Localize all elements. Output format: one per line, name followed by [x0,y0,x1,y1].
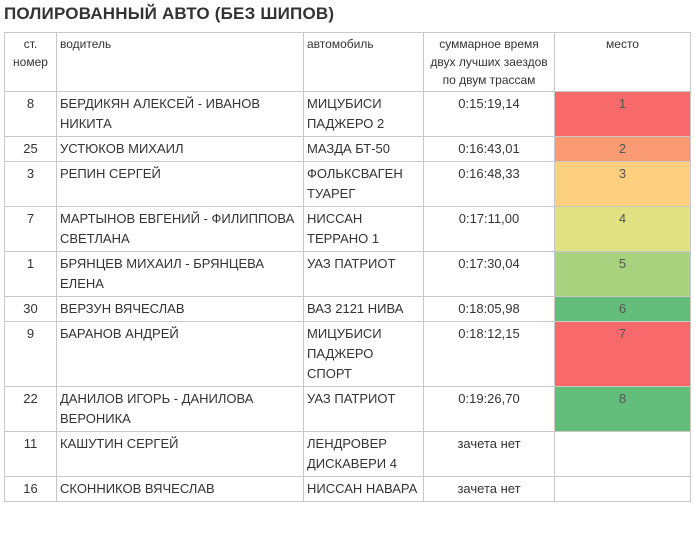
cell-place: 4 [554,206,691,252]
cell-driver: БРЯНЦЕВ МИХАИЛ - БРЯНЦЕВА ЕЛЕНА [56,251,304,297]
cell-driver: МАРТЫНОВ ЕВГЕНИЙ - ФИЛИППОВА СВЕТЛАНА [56,206,304,252]
cell-time: 0:17:11,00 [423,206,555,252]
cell-time: зачета нет [423,476,555,502]
table-header-row: ст. номер водитель автомобиль суммарное … [4,32,691,92]
table-row: 9 БАРАНОВ АНДРЕЙ МИЦУБИСИ ПАДЖЕРО СПОРТ 0:1… [4,321,691,387]
table-row: 7 МАРТЫНОВ ЕВГЕНИЙ - ФИЛИППОВА СВЕТЛАНА НИ… [4,206,691,252]
cell-place [554,431,691,477]
header-time: суммарное время двух лучших заездов по д… [423,32,555,92]
cell-number: 11 [4,431,57,477]
cell-place [554,476,691,502]
cell-time: 0:17:30,04 [423,251,555,297]
header-place: место [554,32,691,92]
table-row: 25 УСТЮКОВ МИХАИЛ МАЗДА БТ-50 0:16:43,01 2 [4,136,691,162]
header-number: ст. номер [4,32,57,92]
cell-driver: РЕПИН СЕРГЕЙ [56,161,304,207]
cell-time: 0:19:26,70 [423,386,555,432]
cell-car: УАЗ ПАТРИОТ [303,386,424,432]
cell-car: УАЗ ПАТРИОТ [303,251,424,297]
cell-car: НИССАН ТЕРРАНО 1 [303,206,424,252]
cell-driver: ВЕРЗУН ВЯЧЕСЛАВ [56,296,304,322]
cell-number: 3 [4,161,57,207]
table-row: 30 ВЕРЗУН ВЯЧЕСЛАВ ВАЗ 2121 НИВА 0:18:05,98… [4,296,691,322]
cell-number: 9 [4,321,57,387]
cell-place: 8 [554,386,691,432]
page-title: ПОЛИРОВАННЫЙ АВТО (БЕЗ ШИПОВ) [4,4,335,23]
cell-number: 1 [4,251,57,297]
cell-time: 0:18:05,98 [423,296,555,322]
cell-car: МИЦУБИСИ ПАДЖЕРО 2 [303,91,424,137]
cell-driver: СКОННИКОВ ВЯЧЕСЛАВ [56,476,304,502]
cell-place: 2 [554,136,691,162]
cell-time: зачета нет [423,431,555,477]
table-row: 1 БРЯНЦЕВ МИХАИЛ - БРЯНЦЕВА ЕЛЕНА УАЗ ПАТР… [4,251,691,297]
table-row: 8 БЕРДИКЯН АЛЕКСЕЙ - ИВАНОВ НИКИТА МИЦУБИС… [4,91,691,137]
cell-time: 0:16:48,33 [423,161,555,207]
cell-car: НИССАН НАВАРА [303,476,424,502]
cell-number: 16 [4,476,57,502]
table-body: 8 БЕРДИКЯН АЛЕКСЕЙ - ИВАНОВ НИКИТА МИЦУБИС… [4,91,691,502]
cell-car: МАЗДА БТ-50 [303,136,424,162]
cell-number: 30 [4,296,57,322]
cell-driver: КАШУТИН СЕРГЕЙ [56,431,304,477]
table-row: 3 РЕПИН СЕРГЕЙ ФОЛЬКСВАГЕН ТУАРЕГ 0:16:48,3… [4,161,691,207]
header-car: автомобиль [303,32,424,92]
cell-driver: ДАНИЛОВ ИГОРЬ - ДАНИЛОВА ВЕРОНИКА [56,386,304,432]
cell-number: 25 [4,136,57,162]
cell-place: 7 [554,321,691,387]
cell-car: ФОЛЬКСВАГЕН ТУАРЕГ [303,161,424,207]
cell-place: 1 [554,91,691,137]
cell-driver: УСТЮКОВ МИХАИЛ [56,136,304,162]
cell-time: 0:16:43,01 [423,136,555,162]
cell-driver: БЕРДИКЯН АЛЕКСЕЙ - ИВАНОВ НИКИТА [56,91,304,137]
cell-place: 6 [554,296,691,322]
cell-time: 0:15:19,14 [423,91,555,137]
cell-place: 5 [554,251,691,297]
cell-driver: БАРАНОВ АНДРЕЙ [56,321,304,387]
results-table: ст. номер водитель автомобиль суммарное … [4,32,691,502]
cell-time: 0:18:12,15 [423,321,555,387]
cell-car: ВАЗ 2121 НИВА [303,296,424,322]
cell-car: ЛЕНДРОВЕР ДИСКАВЕРИ 4 [303,431,424,477]
table-row: 11 КАШУТИН СЕРГЕЙ ЛЕНДРОВЕР ДИСКАВЕРИ 4 зач… [4,431,691,477]
cell-car: МИЦУБИСИ ПАДЖЕРО СПОРТ [303,321,424,387]
table-row: 16 СКОННИКОВ ВЯЧЕСЛАВ НИССАН НАВАРА зачета … [4,476,691,502]
cell-number: 22 [4,386,57,432]
cell-number: 7 [4,206,57,252]
cell-place: 3 [554,161,691,207]
cell-number: 8 [4,91,57,137]
table-row: 22 ДАНИЛОВ ИГОРЬ - ДАНИЛОВА ВЕРОНИКА УАЗ П… [4,386,691,432]
header-driver: водитель [56,32,304,92]
